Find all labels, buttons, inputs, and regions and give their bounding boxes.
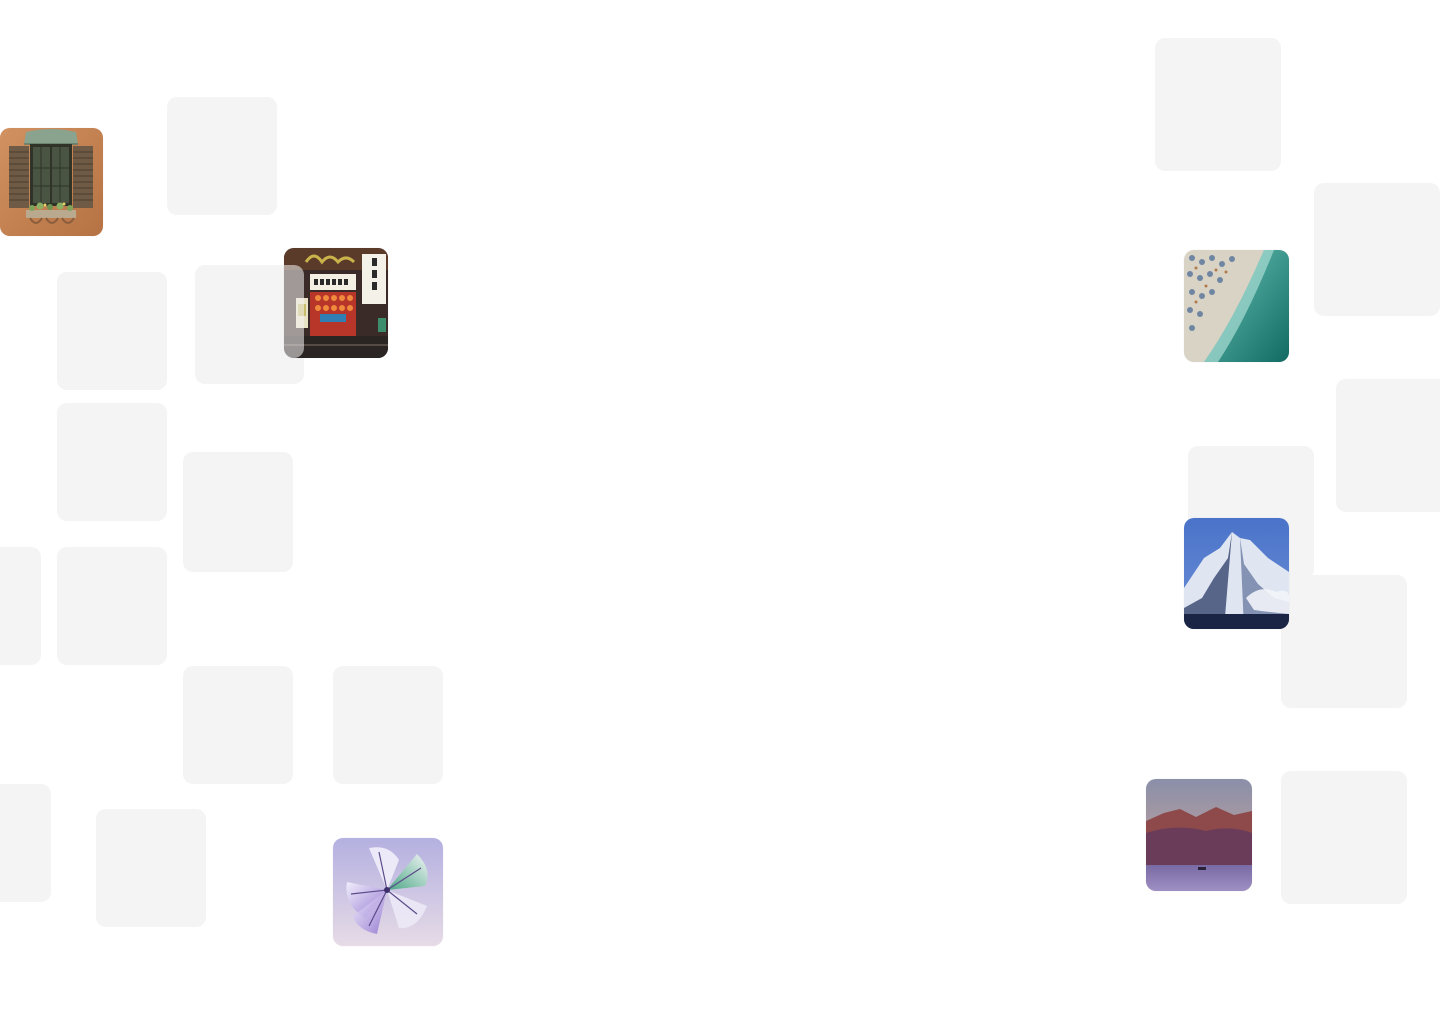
placeholder-tile bbox=[183, 666, 293, 784]
placeholder-tile bbox=[1314, 183, 1440, 316]
placeholder-tile bbox=[57, 547, 167, 665]
placeholder-overlay bbox=[284, 265, 304, 358]
placeholder-tile bbox=[57, 403, 167, 521]
window-shutters-image bbox=[0, 128, 103, 236]
flower-render-image bbox=[333, 838, 443, 946]
placeholder-tile bbox=[183, 452, 293, 572]
photo-aerial-beach[interactable] bbox=[1184, 250, 1289, 362]
placeholder-tile bbox=[1336, 379, 1440, 512]
placeholder-tile bbox=[1281, 575, 1407, 708]
snowy-mountain-image bbox=[1184, 518, 1289, 629]
placeholder-tile bbox=[333, 666, 443, 784]
photo-snowy-mountain[interactable] bbox=[1184, 518, 1289, 629]
placeholder-tile bbox=[0, 784, 51, 902]
photo-dusk-lake[interactable] bbox=[1146, 779, 1252, 891]
placeholder-tile bbox=[0, 547, 41, 665]
placeholder-tile bbox=[57, 272, 167, 390]
placeholder-tile bbox=[1281, 771, 1407, 904]
dusk-lake-image bbox=[1146, 779, 1252, 891]
photo-window-shutters[interactable] bbox=[0, 128, 103, 236]
placeholder-tile bbox=[167, 97, 277, 215]
aerial-beach-image bbox=[1184, 250, 1289, 362]
placeholder-tile bbox=[1155, 38, 1281, 171]
placeholder-tile bbox=[96, 809, 206, 927]
photo-flower-render[interactable] bbox=[333, 838, 443, 946]
